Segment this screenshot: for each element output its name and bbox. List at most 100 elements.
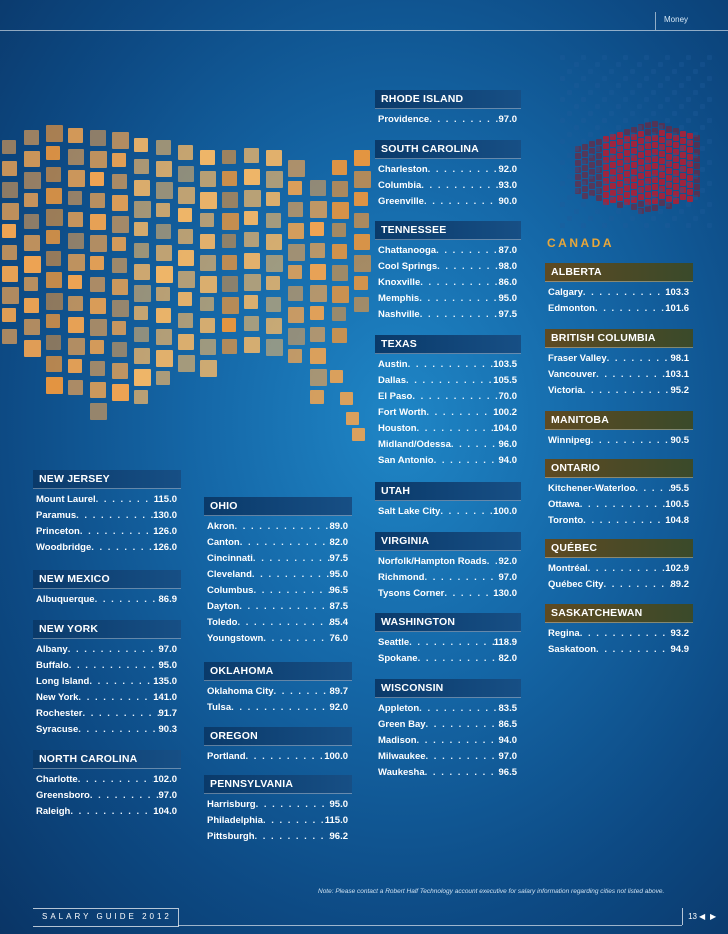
map-tile [645,185,651,191]
map-tile [567,153,572,158]
region-alberta: ALBERTA Calgary 103.3 Edmonton 101.6 [545,263,693,317]
map-tile [589,148,595,154]
map-tile [589,169,595,175]
map-tile [624,143,630,149]
city-name: Vancouver [548,369,597,380]
map-tile [631,127,637,133]
map-tile [156,140,171,155]
map-tile [666,140,672,146]
city-name: San Antonio [378,455,434,466]
map-tile [658,104,663,109]
map-tile [582,144,588,150]
map-tile [244,253,260,269]
map-tile [589,162,595,168]
map-tile [24,151,40,167]
salary-index-value: 103.1 [665,369,689,380]
map-tile [581,202,586,207]
map-tile [112,300,129,317]
map-tile [46,251,61,266]
city-name: Harrisburg [207,799,256,810]
map-tile [582,165,588,171]
salary-index-value: 101.6 [665,303,689,314]
city-row: Waukesha 96.5 [378,765,517,781]
dot-leader [263,813,325,829]
map-tile [596,174,602,180]
salary-index-value: 95.0 [329,569,349,580]
map-tile [694,191,700,197]
city-row: Akron 89.0 [207,519,348,535]
map-tile [693,195,698,200]
city-name: Edmonton [548,303,595,314]
map-tile [686,223,691,228]
dot-leader [418,651,499,667]
city-name: Oklahoma City [207,686,274,697]
city-row: Oklahoma City 89.7 [207,684,348,700]
map-tile [134,348,150,364]
map-tile [90,214,106,230]
region-header: QUÉBEC [545,539,693,558]
map-tile [631,162,637,168]
map-tile [603,185,609,191]
map-tile [2,140,16,154]
map-tile [112,279,128,295]
map-tile [567,132,572,137]
next-page-icon[interactable]: ▶ [710,912,717,921]
map-tile [630,90,635,95]
map-tile [707,97,712,102]
map-tile [332,223,346,237]
map-tile [616,104,621,109]
map-tile [589,183,595,189]
city-name: Québec City [548,579,604,590]
map-tile [222,192,238,208]
map-tile [679,146,684,151]
city-name: Charlotte [36,774,78,785]
map-tile [638,159,644,165]
city-list: Winnipeg 90.5 [545,430,693,449]
map-tile [616,125,621,130]
map-tile [90,130,106,146]
map-tile [617,188,623,194]
city-row: Pittsburgh 96.2 [207,829,348,845]
region-header: BRITISH COLUMBIA [545,329,693,348]
salary-index-value: 100.5 [665,499,689,510]
map-tile [244,316,259,331]
map-tile [90,403,107,420]
map-tile [651,153,656,158]
map-tile [616,83,621,88]
prev-page-icon[interactable]: ◀ [699,912,706,921]
map-tile [652,177,658,183]
map-tile [2,182,18,198]
map-tile [694,135,700,141]
city-name: Youngstown [207,633,264,644]
map-tile [686,181,691,186]
map-tile [659,172,665,178]
dot-leader [440,504,493,520]
map-tile [631,176,637,182]
map-tile [651,111,656,116]
city-name: Albuquerque [36,594,95,605]
salary-index-value: 103.5 [493,359,517,370]
map-tile [652,156,658,162]
dot-leader [82,706,158,722]
map-tile [694,156,700,162]
map-tile [603,136,609,142]
dot-leader [425,765,499,781]
map-tile [665,160,670,165]
map-tile [68,296,83,311]
map-tile [616,167,621,172]
map-tile [310,285,327,302]
map-tile [567,90,572,95]
dot-leader [78,772,154,788]
city-name: Albany [36,644,68,655]
map-tile [665,118,670,123]
map-tile [340,392,353,405]
map-tile [288,202,303,217]
city-name: Richmond [378,572,425,583]
city-row: Québec City 89.2 [548,577,689,593]
map-tile [574,62,579,67]
dot-leader [274,684,330,700]
map-tile [624,185,630,191]
map-tile [624,136,630,142]
map-tile [665,139,670,144]
city-name: Tulsa [207,702,232,713]
